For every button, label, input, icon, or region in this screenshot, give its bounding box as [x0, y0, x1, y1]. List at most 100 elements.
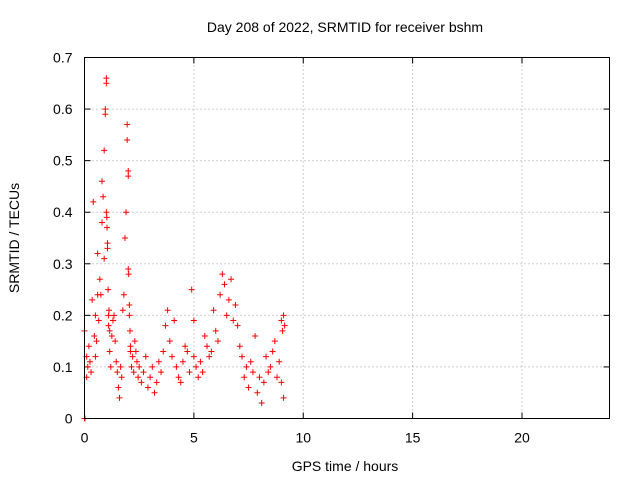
- data-point: [162, 322, 169, 329]
- data-point: [217, 291, 224, 298]
- y-tick-label: 0.7: [53, 50, 73, 66]
- data-point: [127, 343, 134, 350]
- data-point: [182, 343, 189, 350]
- data-point: [267, 363, 274, 370]
- data-point: [173, 363, 180, 370]
- x-tick-label: 5: [190, 430, 198, 446]
- data-point: [104, 240, 111, 247]
- data-point: [106, 327, 113, 334]
- data-point: [128, 363, 135, 370]
- data-point: [144, 384, 151, 391]
- data-point: [278, 379, 285, 386]
- data-point: [208, 348, 215, 355]
- data-point: [219, 271, 226, 278]
- data-point: [112, 338, 119, 345]
- data-point: [225, 296, 232, 303]
- data-point: [120, 291, 127, 298]
- data-point: [230, 317, 237, 324]
- data-point: [136, 363, 143, 370]
- data-point: [256, 374, 263, 381]
- data-point: [108, 332, 115, 339]
- data-point: [190, 353, 197, 360]
- data-point: [124, 137, 131, 144]
- data-point: [188, 286, 195, 293]
- data-point: [126, 312, 133, 319]
- data-point: [125, 173, 132, 180]
- data-point: [96, 276, 103, 283]
- data-point: [107, 363, 114, 370]
- data-point: [103, 214, 110, 221]
- y-tick-label: 0: [65, 411, 73, 427]
- data-point: [100, 193, 107, 200]
- data-point: [132, 348, 139, 355]
- x-tick-labels: 0 5 10 15 20: [81, 430, 530, 446]
- y-tick-label: 0.3: [53, 256, 73, 272]
- data-point: [103, 209, 110, 216]
- data-point: [127, 348, 134, 355]
- data-point: [91, 332, 98, 339]
- data-point: [221, 281, 228, 288]
- data-point: [193, 363, 200, 370]
- data-point: [175, 374, 182, 381]
- data-point: [151, 389, 158, 396]
- data-point: [129, 353, 136, 360]
- data-point: [252, 332, 259, 339]
- plot-frame: [84, 57, 610, 419]
- x-tick-label: 15: [405, 430, 421, 446]
- data-point: [149, 363, 156, 370]
- data-point: [190, 317, 197, 324]
- data-point: [204, 343, 210, 350]
- y-tick-label: 0.5: [53, 153, 73, 169]
- y-tick-label: 0.2: [53, 307, 73, 323]
- data-point: [127, 327, 133, 334]
- y-tick-label: 0.6: [53, 101, 73, 117]
- data-point: [126, 302, 133, 309]
- data-point: [280, 312, 287, 319]
- data-point: [104, 224, 111, 231]
- data-point: [184, 348, 191, 355]
- data-point: [101, 255, 108, 262]
- data-point: [260, 379, 267, 386]
- data-point: [102, 111, 109, 118]
- data-point: [125, 167, 132, 174]
- data-point: [135, 374, 142, 381]
- data-point: [158, 369, 165, 376]
- data-point: [239, 353, 245, 360]
- x-axis-label: GPS time / hours: [292, 458, 399, 474]
- data-point: [89, 296, 96, 303]
- data-point: [103, 75, 110, 82]
- data-point: [278, 317, 285, 324]
- data-point: [140, 369, 147, 376]
- data-point: [88, 369, 95, 376]
- data-point: [263, 353, 270, 360]
- data-point: [104, 245, 111, 252]
- data-point: [103, 80, 110, 87]
- data-points: [81, 75, 288, 422]
- data-point: [92, 353, 99, 360]
- data-point: [280, 394, 287, 401]
- data-point: [249, 369, 256, 376]
- data-point: [117, 363, 124, 370]
- data-point: [147, 374, 154, 381]
- data-point: [102, 106, 109, 113]
- data-point: [269, 348, 276, 355]
- data-point: [254, 389, 261, 396]
- data-point: [212, 327, 219, 334]
- data-point: [86, 358, 93, 365]
- x-tick-label: 0: [81, 430, 89, 446]
- y-tick-labels: 0 0.1 0.2 0.3 0.4 0.5 0.6 0.7: [53, 50, 73, 427]
- data-point: [206, 353, 213, 360]
- data-point: [223, 312, 230, 319]
- data-point: [123, 209, 130, 216]
- data-point: [265, 369, 272, 376]
- data-point: [169, 353, 175, 360]
- data-point: [93, 338, 100, 345]
- data-point: [114, 369, 121, 376]
- data-point: [109, 317, 116, 324]
- data-point: [125, 265, 132, 272]
- data-point: [155, 358, 162, 365]
- data-point: [101, 147, 108, 154]
- data-point: [105, 322, 112, 329]
